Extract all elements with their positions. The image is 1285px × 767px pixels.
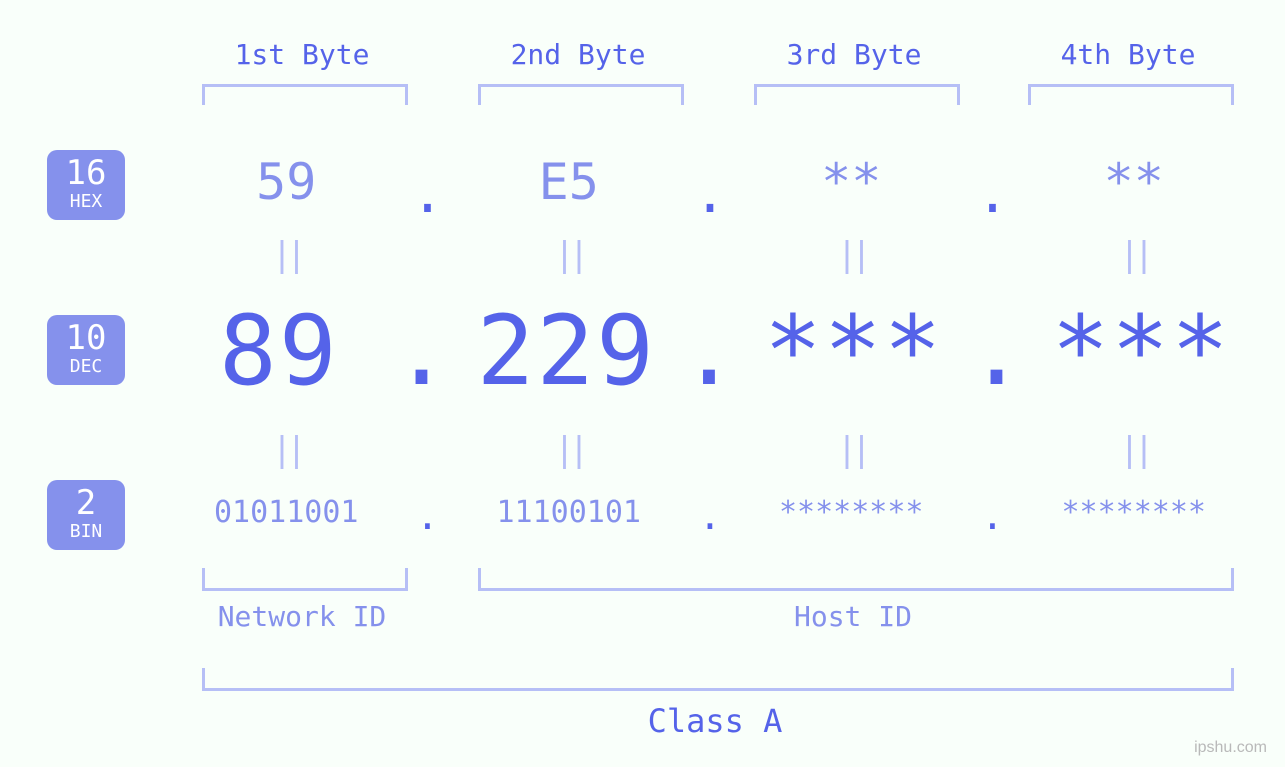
dot-icon: .	[690, 494, 730, 538]
equals-icon: ||	[1013, 235, 1256, 275]
dec-byte-4: ***	[1027, 295, 1255, 407]
equals-icon: ||	[165, 430, 408, 470]
dot-icon: .	[680, 295, 740, 407]
bracket-class	[202, 668, 1234, 691]
badge-hex: 16 HEX	[47, 150, 125, 220]
dec-byte-1: 89	[165, 295, 393, 407]
label-class: Class A	[202, 702, 1228, 740]
equals-icon: ||	[1013, 430, 1256, 470]
dot-icon: .	[968, 295, 1028, 407]
badge-bin-num: 2	[47, 486, 125, 520]
bracket-host-id	[478, 568, 1234, 591]
hex-byte-2: E5	[448, 153, 691, 211]
equals-row-hex-dec: || . || . || . ||	[165, 235, 1255, 275]
header-byte-3: 3rd Byte	[744, 38, 964, 71]
bracket-top-byte-1	[202, 84, 408, 105]
dot-icon: .	[690, 162, 730, 225]
badge-hex-num: 16	[47, 156, 125, 190]
bin-byte-2: 11100101	[448, 495, 691, 530]
badge-bin-txt: BIN	[47, 522, 125, 542]
bracket-top-byte-4	[1028, 84, 1234, 105]
equals-icon: ||	[448, 235, 691, 275]
bin-byte-4: ********	[1013, 495, 1256, 530]
bracket-top-byte-2	[478, 84, 684, 105]
watermark: ipshu.com	[1194, 739, 1267, 757]
badge-dec: 10 DEC	[47, 315, 125, 385]
header-byte-2: 2nd Byte	[468, 38, 688, 71]
header-byte-4: 4th Byte	[1018, 38, 1238, 71]
hex-byte-1: 59	[165, 153, 408, 211]
label-host-id: Host ID	[478, 600, 1228, 633]
badge-bin: 2 BIN	[47, 480, 125, 550]
row-dec: 89 . 229 . *** . ***	[165, 295, 1255, 407]
dot-icon: .	[408, 162, 448, 225]
dot-icon: .	[973, 162, 1013, 225]
dec-byte-2: 229	[452, 295, 680, 407]
badge-dec-txt: DEC	[47, 357, 125, 377]
dot-icon: .	[408, 494, 448, 538]
hex-byte-4: **	[1013, 153, 1256, 211]
equals-icon: ||	[448, 430, 691, 470]
hex-byte-3: **	[730, 153, 973, 211]
badge-hex-txt: HEX	[47, 192, 125, 212]
equals-icon: ||	[730, 430, 973, 470]
bin-byte-3: ********	[730, 495, 973, 530]
label-network-id: Network ID	[202, 600, 402, 633]
bin-byte-1: 01011001	[165, 495, 408, 530]
badge-dec-num: 10	[47, 321, 125, 355]
row-bin: 01011001 . 11100101 . ******** . *******…	[165, 490, 1255, 534]
bracket-network-id	[202, 568, 408, 591]
dot-icon: .	[393, 295, 453, 407]
dot-icon: .	[973, 494, 1013, 538]
row-hex: 59 . E5 . ** . **	[165, 150, 1255, 213]
equals-icon: ||	[165, 235, 408, 275]
header-byte-1: 1st Byte	[192, 38, 412, 71]
dec-byte-3: ***	[740, 295, 968, 407]
bracket-top-byte-3	[754, 84, 960, 105]
equals-icon: ||	[730, 235, 973, 275]
equals-row-dec-bin: || . || . || . ||	[165, 430, 1255, 470]
